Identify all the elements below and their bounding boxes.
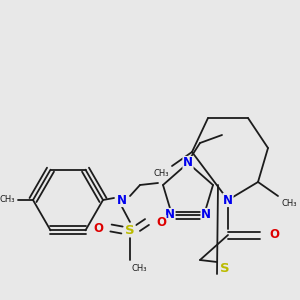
Text: O: O [93,221,103,235]
Text: S: S [220,262,230,275]
Text: CH₃: CH₃ [281,199,296,208]
Text: N: N [223,194,233,206]
Text: S: S [125,224,135,236]
Text: N: N [183,157,193,169]
Text: N: N [117,194,127,206]
Text: N: N [165,208,175,221]
Text: O: O [269,229,279,242]
Text: N: N [201,208,211,221]
Text: O: O [156,215,166,229]
Text: CH₃: CH₃ [154,169,169,178]
Text: CH₃: CH₃ [0,196,15,205]
Text: CH₃: CH₃ [132,264,148,273]
